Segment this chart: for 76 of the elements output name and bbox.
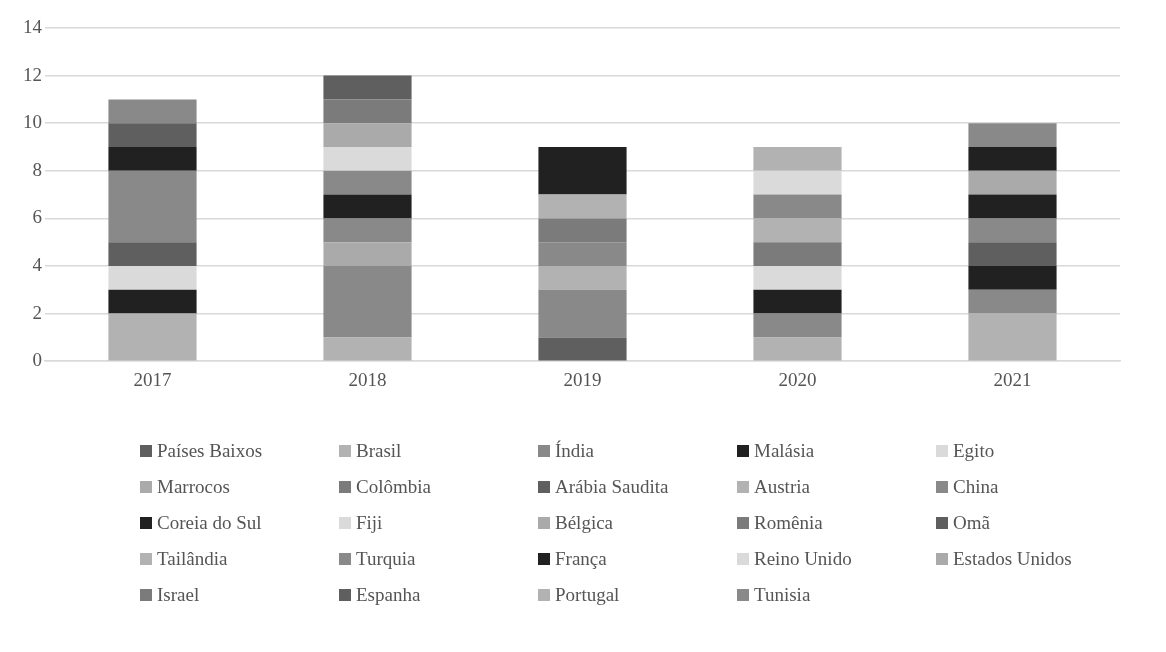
bar: [323, 194, 412, 219]
legend-label: Estados Unidos: [953, 547, 1072, 570]
legend-label: Austria: [754, 475, 810, 498]
legend-label: Marrocos: [157, 475, 230, 498]
legend-label: Espanha: [356, 583, 421, 606]
bar: [968, 170, 1057, 195]
bar: [538, 218, 627, 243]
bar: [108, 170, 197, 243]
bar: [323, 218, 412, 243]
y-tick-label: 6: [32, 206, 42, 228]
legend-label: Tunisia: [754, 583, 811, 606]
legend-label: China: [953, 475, 999, 498]
bar: [323, 75, 412, 100]
bar: [323, 170, 412, 195]
legend-label: Romênia: [754, 511, 823, 534]
bar: [323, 242, 412, 266]
bar: [108, 242, 197, 266]
legend-label: Tailândia: [157, 547, 228, 570]
y-tick-label: 8: [32, 158, 42, 180]
bar: [108, 313, 197, 361]
legend-label: Coreia do Sul: [157, 511, 262, 534]
legend-label: Portugal: [555, 583, 620, 606]
bar: [753, 313, 842, 338]
bar: [968, 194, 1057, 219]
bar: [968, 266, 1057, 290]
bar: [323, 266, 412, 338]
bar: [538, 147, 627, 195]
legend-label: Israel: [157, 583, 200, 606]
y-tick-label: 10: [23, 111, 42, 133]
bar: [323, 99, 412, 124]
bar: [968, 218, 1057, 243]
legend-label: Reino Unido: [754, 547, 852, 570]
bar: [538, 337, 627, 361]
bar: [753, 242, 842, 266]
legend-label: Brasil: [356, 439, 402, 462]
x-tick-label: 2020: [778, 368, 817, 390]
legend-label: Egito: [953, 439, 995, 462]
y-tick-label: 0: [32, 349, 42, 371]
bar: [753, 147, 842, 171]
x-tick-label: 2017: [133, 368, 172, 390]
x-tick-label: 2018: [348, 368, 387, 390]
legend-label: Fiji: [356, 511, 383, 534]
bar: [753, 218, 842, 243]
bar: [108, 99, 197, 124]
legend-label: Turquia: [356, 547, 416, 570]
legend-label: França: [555, 547, 607, 570]
bar: [968, 242, 1057, 266]
y-tick-label: 4: [32, 253, 43, 275]
x-tick-label: 2019: [563, 368, 602, 390]
legend-label: Índia: [555, 439, 595, 462]
bar: [108, 289, 197, 314]
legend-label: Arábia Saudita: [555, 475, 669, 498]
y-tick-label: 12: [23, 63, 42, 85]
bar: [108, 123, 197, 147]
bar: [538, 289, 627, 338]
bar: [323, 123, 412, 147]
bar: [538, 194, 627, 219]
legend-label: Omã: [953, 511, 990, 534]
bar: [753, 337, 842, 361]
bar: [323, 337, 412, 361]
bar: [968, 289, 1057, 314]
bar: [108, 147, 197, 171]
legend-label: Bélgica: [555, 511, 614, 534]
bar: [538, 242, 627, 266]
y-tick-label: 2: [32, 301, 42, 323]
bar: [753, 289, 842, 314]
y-tick-label: 14: [23, 15, 43, 37]
legend-label: Colômbia: [356, 475, 431, 498]
x-tick-label: 2021: [993, 368, 1032, 390]
bar: [753, 194, 842, 219]
bar: [968, 147, 1057, 171]
bar: [538, 266, 627, 290]
legend-label: Malásia: [754, 439, 815, 462]
bar: [968, 123, 1057, 147]
legend-label: Países Baixos: [157, 439, 263, 462]
bar: [968, 313, 1057, 361]
